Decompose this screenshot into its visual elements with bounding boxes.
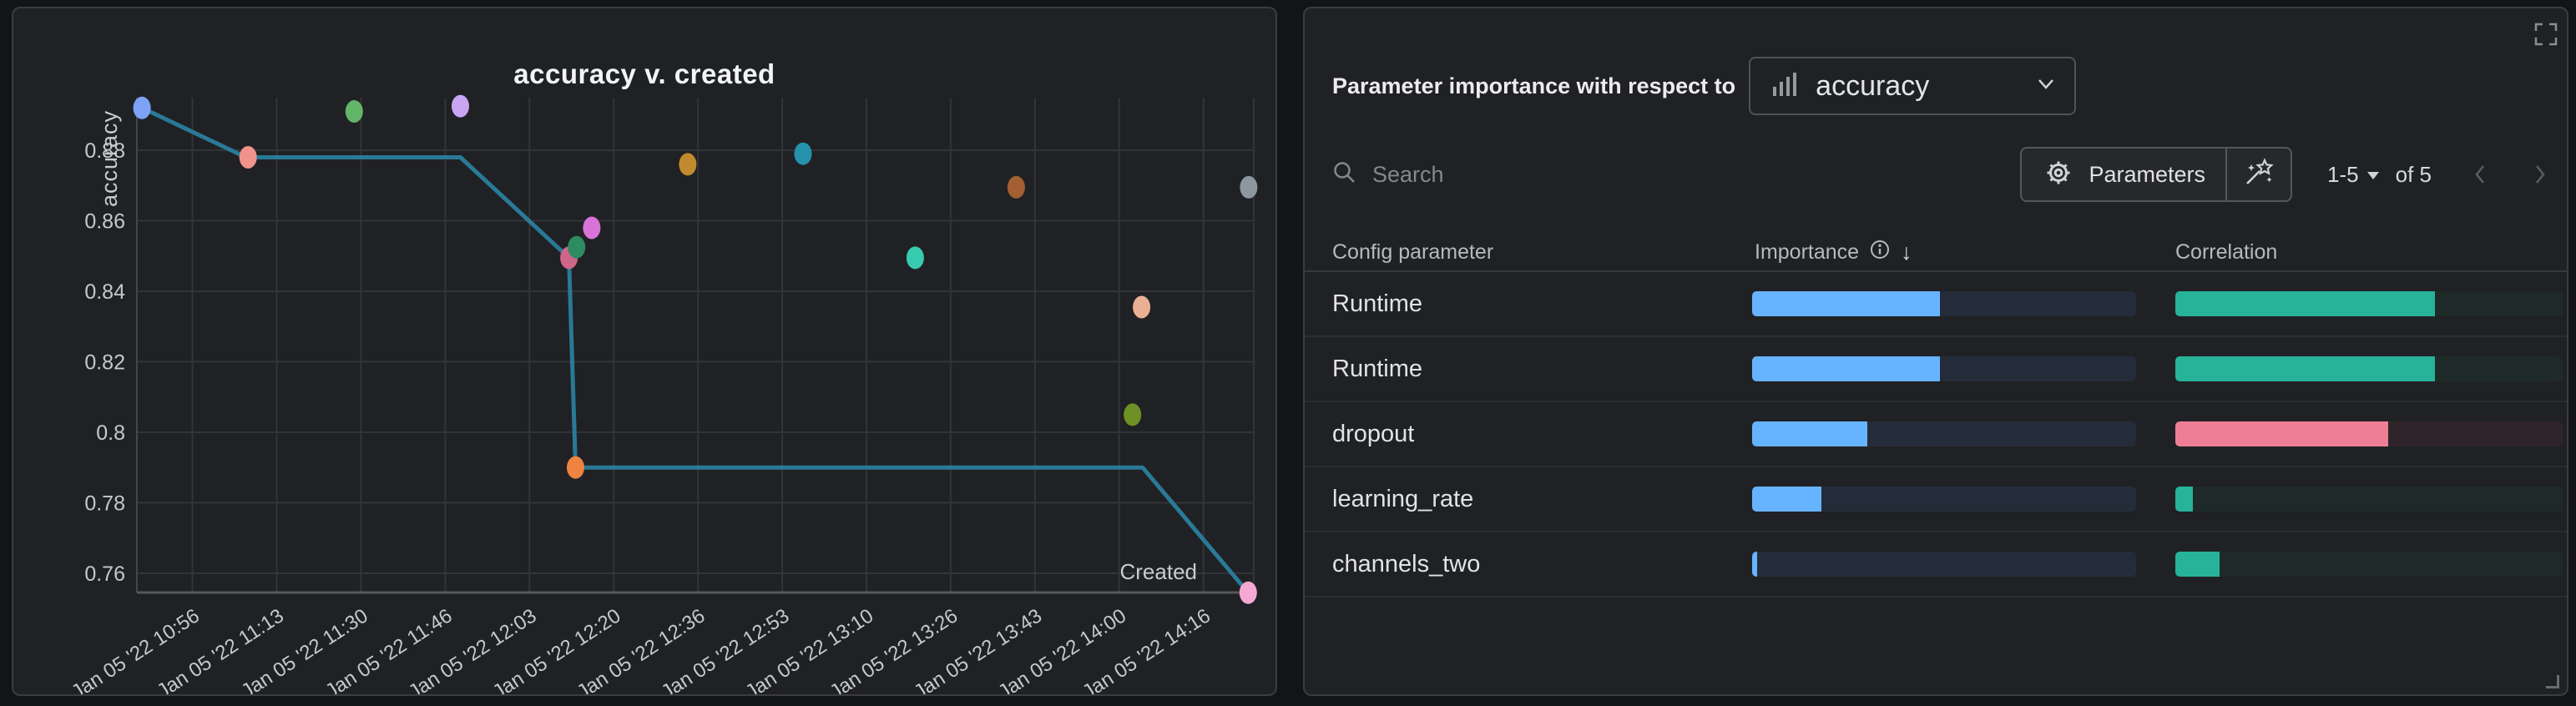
table-row: learning_rate	[1305, 467, 2567, 532]
config-parameter-name: Runtime	[1332, 355, 1422, 382]
bar-chart-icon	[1769, 68, 1801, 104]
table-header: Config parameter Importance ↓ Correlatio…	[1305, 234, 2567, 272]
x-axis-title: Created	[1119, 559, 1198, 584]
chart-title: accuracy v. created	[513, 58, 775, 89]
y-tick-label: 0.76	[84, 562, 125, 586]
importance-header-row: Parameter importance with respect to acc…	[1332, 50, 2077, 122]
correlation-bar-track	[2175, 552, 2563, 577]
importance-bar-track	[1752, 291, 2136, 316]
table-row: Runtime	[1305, 337, 2567, 402]
info-icon	[1869, 239, 1891, 266]
config-parameter-name: learning_rate	[1332, 485, 1474, 512]
config-parameter-name: dropout	[1332, 420, 1415, 447]
caret-down-icon	[2366, 171, 2379, 185]
importance-bar-track	[1752, 552, 2136, 577]
scroll-corner-icon	[2546, 675, 2559, 688]
run-scatter-point[interactable]	[567, 456, 584, 479]
run-scatter-point[interactable]	[1007, 175, 1025, 199]
column-header-config-parameter[interactable]: Config parameter	[1332, 240, 1494, 264]
importance-bar-fill	[1752, 421, 1867, 446]
parameters-button-label: Parameters	[2089, 161, 2206, 187]
importance-header-text: Importance	[1755, 240, 1860, 264]
pagination-range: 1-5	[2327, 161, 2359, 187]
table-row: dropout	[1305, 402, 2567, 467]
chevron-right-icon[interactable]	[2527, 162, 2552, 187]
magic-wand-button[interactable]	[2227, 149, 2291, 200]
correlation-bar-track	[2175, 487, 2563, 512]
run-scatter-point[interactable]	[1133, 295, 1151, 319]
correlation-bar-fill	[2175, 487, 2193, 512]
run-scatter-point[interactable]	[1124, 403, 1142, 426]
run-scatter-point[interactable]	[133, 96, 151, 119]
run-scatter-point[interactable]	[1239, 581, 1257, 604]
y-tick-label: 0.8	[96, 421, 125, 445]
table-row: Runtime	[1305, 272, 2567, 337]
correlation-bar-track	[2175, 291, 2563, 316]
correlation-bar-fill	[2175, 421, 2389, 446]
run-scatter-point[interactable]	[906, 246, 924, 270]
pagination-nav	[2468, 162, 2552, 187]
metric-dropdown-value: accuracy	[1816, 69, 1930, 102]
button-group-divider	[2225, 149, 2228, 200]
search-icon	[1332, 160, 1357, 189]
parameters-button-group: Parameters	[2020, 147, 2293, 202]
gear-icon	[2042, 156, 2075, 194]
correlation-bar-fill	[2175, 356, 2435, 381]
y-tick-label: 0.78	[84, 492, 125, 516]
pagination-total: of 5	[2395, 161, 2432, 187]
fullscreen-icon[interactable]	[2533, 22, 2558, 47]
parameter-importance-panel: Parameter importance with respect to acc…	[1303, 7, 2568, 696]
chevron-left-icon[interactable]	[2468, 162, 2493, 187]
importance-bar-track	[1752, 421, 2136, 446]
run-scatter-point[interactable]	[794, 142, 812, 165]
importance-bar-fill	[1752, 552, 1757, 577]
correlation-bar-fill	[2175, 552, 2220, 577]
y-tick-label: 0.86	[84, 210, 125, 234]
run-scatter-point[interactable]	[239, 146, 257, 169]
run-scatter-point[interactable]	[679, 153, 697, 176]
y-axis-title: accuracy	[97, 110, 122, 208]
importance-header-label: Parameter importance with respect to	[1332, 73, 1736, 98]
column-header-importance[interactable]: Importance ↓	[1752, 239, 2164, 266]
config-parameter-name: channels_two	[1332, 550, 1481, 577]
parameters-button[interactable]: Parameters	[2022, 149, 2225, 200]
y-tick-label: 0.84	[84, 280, 125, 304]
magic-wand-icon	[2241, 155, 2276, 194]
metric-dropdown[interactable]: accuracy	[1749, 57, 2077, 115]
sort-desc-arrow-icon: ↓	[1901, 239, 1912, 265]
run-scatter-point[interactable]	[452, 94, 469, 118]
y-tick-label: 0.88	[84, 139, 125, 163]
chart-panel: 0.88 0.86 0.84 0.82 0.8 0.78 0.76 Jan 05 '22 10…	[12, 7, 1277, 696]
importance-bar-track	[1752, 356, 2136, 381]
search-input[interactable]	[1371, 160, 1725, 189]
run-scatter-point[interactable]	[568, 235, 586, 259]
config-parameter-name: Runtime	[1332, 290, 1422, 317]
importance-bar-track	[1752, 487, 2136, 512]
correlation-bar-fill	[2175, 291, 2435, 316]
importance-bar-fill	[1752, 487, 1821, 512]
importance-bar-fill	[1752, 291, 1941, 316]
controls-row: Parameters 1-5	[1332, 145, 2552, 204]
correlation-bar-track	[2175, 356, 2563, 381]
chevron-down-icon	[2036, 77, 2056, 96]
table-row: channels_two	[1305, 532, 2567, 598]
search-box	[1332, 160, 2020, 189]
y-tick-label: 0.82	[84, 351, 125, 375]
pagination-range-dropdown[interactable]: 1-5	[2327, 162, 2379, 188]
correlation-bar-track	[2175, 421, 2563, 446]
importance-bar-fill	[1752, 356, 1941, 381]
column-header-correlation[interactable]: Correlation	[2175, 240, 2278, 264]
run-trend-line	[141, 106, 1250, 594]
run-scatter-point[interactable]	[345, 100, 363, 123]
run-scatter-point[interactable]	[583, 216, 601, 240]
run-scatter-point[interactable]	[1240, 175, 1258, 199]
